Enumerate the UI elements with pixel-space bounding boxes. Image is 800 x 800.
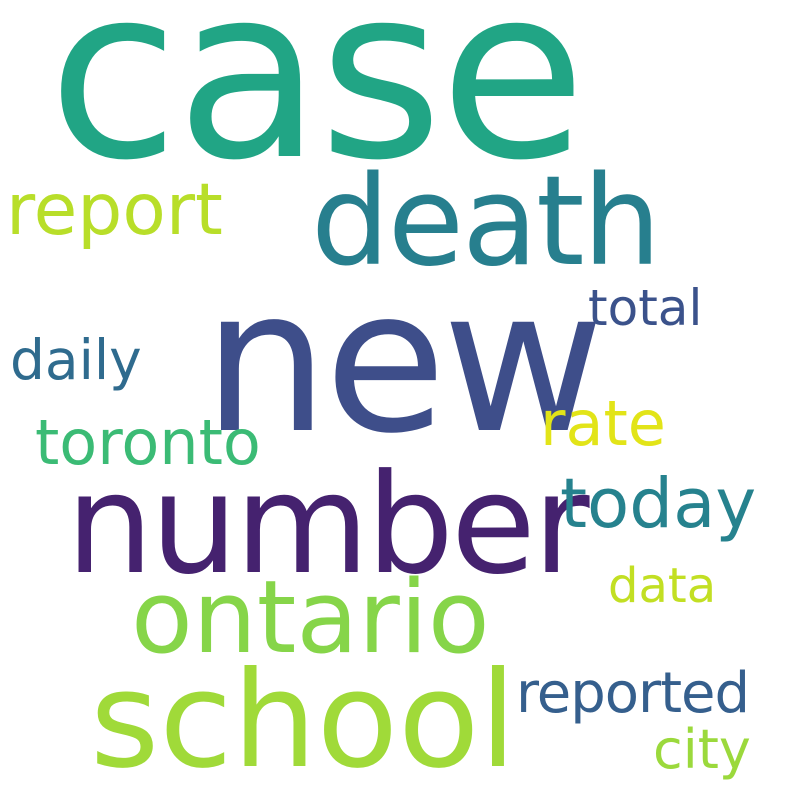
word-death: death — [311, 150, 661, 294]
word-ontario: ontario — [131, 558, 490, 676]
word-rate: rate — [540, 387, 666, 460]
word-data: data — [608, 558, 717, 614]
word-daily: daily — [10, 328, 142, 392]
word-number: number — [66, 444, 590, 605]
word-new: new — [203, 246, 604, 477]
word-report: report — [6, 168, 223, 251]
word-case: case — [48, 0, 586, 213]
word-reported: reported — [516, 661, 750, 726]
word-school: school — [90, 644, 517, 798]
word-city: city — [653, 718, 751, 781]
word-today: today — [560, 464, 757, 544]
word-total: total — [588, 279, 703, 337]
word-toronto: toronto — [35, 406, 261, 479]
